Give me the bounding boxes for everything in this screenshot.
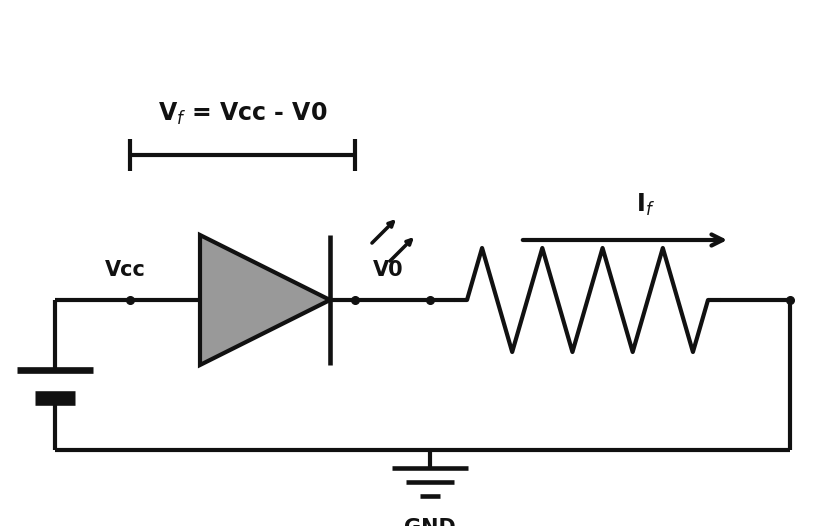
Polygon shape xyxy=(200,235,330,365)
Text: V0: V0 xyxy=(373,260,404,280)
Text: V$_f$ = Vcc - V0: V$_f$ = Vcc - V0 xyxy=(158,101,327,127)
Text: Vcc: Vcc xyxy=(105,260,145,280)
Text: I$_f$: I$_f$ xyxy=(635,192,654,218)
Text: GND: GND xyxy=(404,518,456,526)
